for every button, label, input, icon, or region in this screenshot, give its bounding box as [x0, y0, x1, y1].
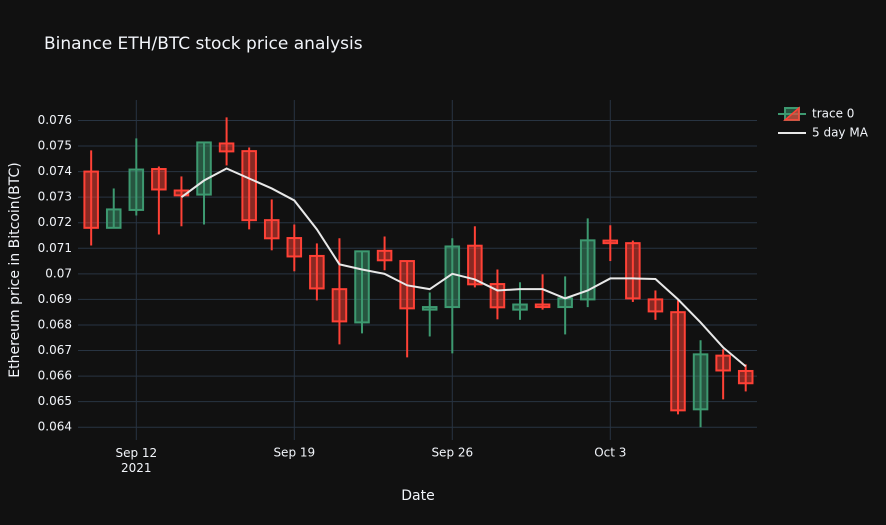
legend-item[interactable]: trace 0 — [778, 106, 854, 121]
y-tick-label: 0.069 — [38, 292, 72, 306]
y-tick-label: 0.068 — [38, 317, 72, 331]
candle-body — [467, 244, 483, 286]
candle-body — [286, 237, 303, 258]
chart-title: Binance ETH/BTC stock price analysis — [44, 34, 363, 54]
candle-body — [670, 311, 686, 412]
legend[interactable]: trace 0 5 day MA — [778, 106, 869, 140]
candle-body — [444, 245, 461, 309]
candle-body — [354, 250, 370, 324]
y-tick-label: 0.067 — [38, 343, 72, 357]
candle-body — [309, 254, 325, 290]
legend-label: 5 day MA — [812, 126, 869, 140]
x-axis-title: Date — [401, 488, 434, 504]
candle-body — [692, 353, 709, 411]
y-tick-label: 0.066 — [38, 369, 72, 383]
candle-body — [512, 303, 528, 311]
candle-body — [647, 298, 664, 313]
y-tick-label: 0.074 — [38, 164, 72, 178]
candle-body — [625, 242, 641, 300]
legend-item[interactable]: 5 day MA — [778, 126, 869, 140]
candle-body — [151, 168, 167, 191]
candle-body — [128, 168, 145, 211]
y-tick-label: 0.071 — [38, 241, 72, 255]
y-axis-title: Ethereum price in Bitcoin(BTC) — [7, 162, 23, 377]
candle-body — [241, 150, 257, 222]
x-tick-label: Oct 3 — [594, 446, 626, 460]
candle-body — [715, 354, 731, 372]
plot-area — [83, 117, 754, 428]
legend-swatch — [782, 106, 800, 121]
candle-body — [602, 239, 619, 245]
y-tick-label: 0.076 — [38, 113, 72, 127]
y-tick-label: 0.073 — [38, 190, 72, 204]
y-tick-label: 0.075 — [38, 139, 72, 153]
candle-body — [105, 208, 122, 229]
y-tick-label: 0.064 — [38, 420, 72, 434]
candle-body — [737, 369, 754, 385]
candle-body — [218, 142, 235, 153]
candle-body — [421, 306, 438, 311]
candle-body — [263, 219, 280, 240]
candle-body — [196, 141, 212, 196]
x-tick-label: Sep 26 — [431, 446, 473, 460]
moving-average-line — [180, 167, 747, 368]
x-tick-label: Sep 19 — [273, 446, 315, 460]
y-tick-label: 0.065 — [38, 394, 72, 408]
candle-body — [331, 288, 348, 323]
candle-body — [376, 249, 393, 262]
x-tick-label: Sep 12 2021 — [115, 446, 157, 475]
legend-label: trace 0 — [812, 107, 854, 121]
candle-body — [83, 170, 99, 229]
candle-body — [557, 297, 573, 309]
candle-body — [534, 303, 551, 309]
y-tick-label: 0.072 — [38, 215, 72, 229]
y-tick-label: 0.07 — [45, 266, 72, 280]
candle-body — [579, 239, 596, 301]
